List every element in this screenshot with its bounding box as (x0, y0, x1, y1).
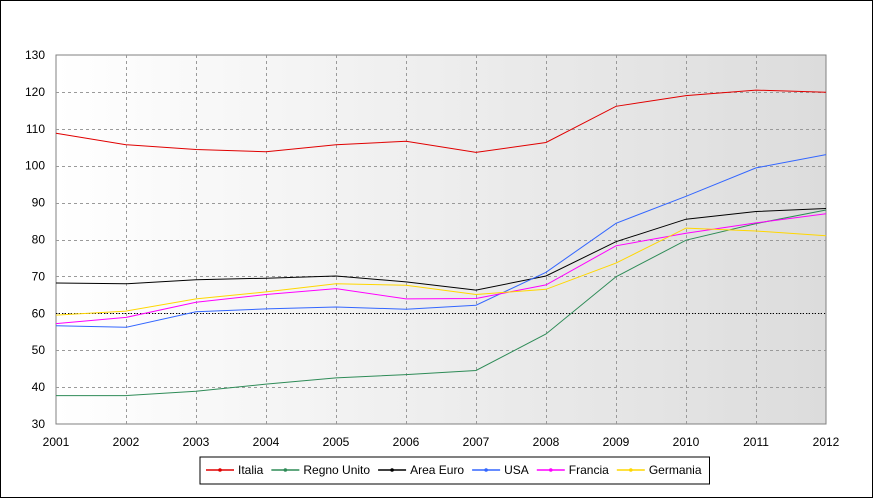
y-tick-label: 30 (32, 417, 46, 431)
y-axis-ticks: 30 40 50 60 70 80 90 100 110 120 130 (25, 48, 45, 431)
legend-marker (283, 468, 288, 472)
legend-item-0: Italia (206, 463, 264, 477)
legend-label: USA (504, 463, 529, 477)
y-tick-label: 40 (32, 380, 46, 394)
legend-item-3: USA (472, 463, 529, 477)
legend: Italia Regno Unito Area Euro USA Francia Germ… (199, 456, 710, 485)
legend-label: Francia (569, 463, 609, 477)
legend-marker (629, 468, 633, 472)
x-tick-label: 2007 (463, 435, 490, 449)
x-tick-label: 2003 (183, 435, 210, 449)
y-tick-label: 130 (25, 48, 45, 62)
x-tick-label: 2002 (113, 435, 140, 449)
series-line-2 (55, 208, 827, 291)
x-tick-label: 2006 (393, 435, 420, 449)
legend-marker (548, 468, 553, 472)
y-tick-label: 120 (25, 85, 45, 99)
y-tick-label: 90 (32, 196, 46, 210)
y-tick-label: 50 (32, 343, 46, 357)
x-tick-label: 2005 (323, 435, 350, 449)
y-tick-label: 60 (32, 306, 46, 320)
series-line-0 (55, 89, 827, 153)
x-tick-label: 2008 (533, 435, 560, 449)
plot-area (55, 54, 827, 425)
x-tick-label: 2012 (813, 435, 840, 449)
legend-item-4: Francia (536, 463, 609, 477)
series-line-1 (56, 209, 827, 397)
x-axis-ticks: 2001 2002 2003 2004 2005 2006 2007 2008 2009 2010… (43, 435, 840, 449)
series-line-4 (55, 213, 827, 325)
y-tick-label: 100 (25, 159, 45, 173)
legend-label: Italia (238, 463, 264, 477)
series-lines (55, 89, 827, 397)
legend-item-5: Germania (616, 463, 702, 477)
y-tick-label: 70 (32, 269, 46, 283)
y-tick-label: 80 (32, 233, 46, 247)
legend-label: Germania (649, 463, 702, 477)
gridlines (56, 55, 826, 424)
legend-marker (218, 468, 222, 472)
x-tick-label: 2001 (43, 435, 70, 449)
x-tick-label: 2011 (743, 435, 769, 449)
legend-label: Area Euro (410, 463, 464, 477)
legend-marker (484, 468, 488, 472)
series-line-3 (55, 154, 827, 328)
legend-item-1: Regno Unito (271, 463, 370, 477)
y-tick-label: 110 (26, 122, 45, 136)
x-tick-label: 2009 (603, 435, 630, 449)
legend-label: Regno Unito (303, 463, 370, 477)
legend-item-2: Area Euro (378, 463, 464, 477)
x-tick-label: 2004 (253, 435, 280, 449)
x-tick-label: 2010 (673, 435, 700, 449)
series-line-5 (55, 227, 827, 316)
legend-marker (390, 468, 394, 472)
